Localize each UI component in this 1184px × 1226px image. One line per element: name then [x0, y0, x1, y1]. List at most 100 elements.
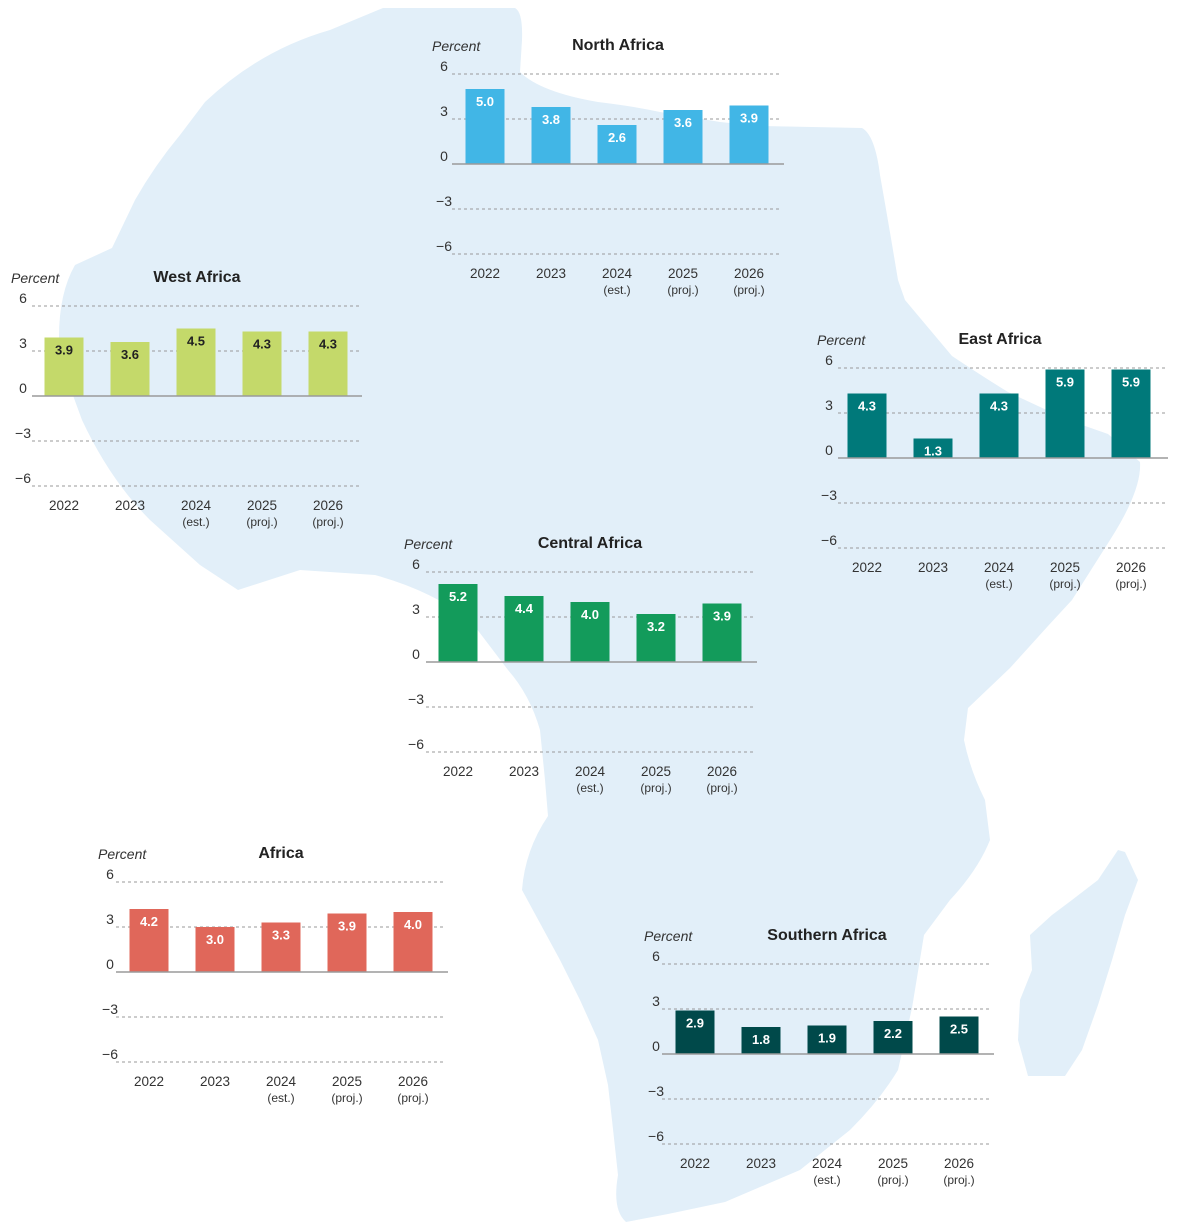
x-tick-note: (est.) [813, 1173, 840, 1187]
data-label: 3.6 [674, 115, 692, 130]
x-tick-label: 2023 [918, 560, 948, 575]
y-tick-label: −6 [821, 532, 837, 548]
bar-2023 [110, 342, 150, 396]
y-tick-label: 6 [825, 352, 833, 368]
data-label: 2.2 [884, 1026, 902, 1041]
data-label: 4.0 [581, 607, 599, 622]
data-label: 5.0 [476, 94, 494, 109]
y-tick-label: 6 [19, 290, 27, 306]
bar-2023 [913, 438, 953, 458]
data-label: 5.9 [1056, 375, 1074, 390]
y-tick-label: −3 [408, 691, 424, 707]
y-tick-label: −3 [15, 425, 31, 441]
x-tick-label: 2022 [470, 266, 500, 281]
bar-2022 [465, 89, 505, 164]
x-tick-label: 2023 [200, 1074, 230, 1089]
x-tick-note: (proj.) [733, 283, 764, 297]
x-tick-note: (proj.) [312, 515, 343, 529]
madagascar-shape [1018, 850, 1138, 1076]
x-tick-note: (proj.) [1049, 577, 1080, 591]
data-label: 2.5 [950, 1022, 968, 1037]
data-label: 1.8 [752, 1032, 770, 1047]
x-tick-note: (est.) [267, 1091, 294, 1105]
y-tick-label: −6 [102, 1046, 118, 1062]
x-tick-note: (proj.) [943, 1173, 974, 1187]
data-label: 4.5 [187, 334, 205, 349]
bar-2025 [327, 913, 367, 972]
data-label: 4.2 [140, 914, 158, 929]
x-tick-label: 2024 [266, 1074, 297, 1089]
y-tick-label: −3 [436, 193, 452, 209]
y-tick-label: 3 [652, 993, 660, 1009]
data-label: 3.6 [121, 347, 139, 362]
chart-title: West Africa [153, 269, 240, 286]
bar-2025 [242, 331, 282, 396]
data-label: 2.6 [608, 130, 626, 145]
y-tick-label: 0 [652, 1038, 660, 1054]
y-tick-label: 0 [19, 380, 27, 396]
chart-panel-southern-africa: Southern Africa Percent 6 3 0 −3 −6 2.9 2022 1.8 2… [644, 927, 994, 1187]
y-axis-unit-label: Percent [404, 536, 453, 552]
bar-2025 [636, 614, 676, 662]
y-tick-label: −6 [15, 470, 31, 486]
x-tick-label: 2022 [443, 764, 473, 779]
bar-2023 [531, 107, 571, 164]
x-tick-label: 2026 [944, 1156, 974, 1171]
x-tick-label: 2022 [852, 560, 882, 575]
chart-title: North Africa [572, 37, 664, 54]
x-tick-note: (proj.) [640, 781, 671, 795]
x-tick-label: 2026 [734, 266, 764, 281]
data-label: 3.9 [713, 609, 731, 624]
bar-2023 [504, 596, 544, 662]
x-tick-note: (est.) [603, 283, 630, 297]
data-label: 4.3 [319, 337, 337, 352]
x-tick-note: (est.) [985, 577, 1012, 591]
y-axis-unit-label: Percent [11, 270, 60, 286]
y-tick-label: 0 [825, 442, 833, 458]
x-tick-note: (est.) [182, 515, 209, 529]
data-label: 2.9 [686, 1016, 704, 1031]
x-tick-note: (proj.) [667, 283, 698, 297]
x-tick-note: (est.) [576, 781, 603, 795]
chart-panel-west-africa: West Africa Percent 6 3 0 −3 −6 3.9 2022 3.6 2023 4… [11, 269, 362, 529]
data-label: 3.2 [647, 619, 665, 634]
x-tick-label: 2022 [49, 498, 79, 513]
y-tick-label: −6 [648, 1128, 664, 1144]
data-label: 4.4 [515, 601, 534, 616]
data-label: 3.9 [55, 343, 73, 358]
bar-2024 [261, 922, 301, 972]
bar-2023 [741, 1027, 781, 1054]
y-tick-label: 3 [825, 397, 833, 413]
bar-2022 [847, 393, 887, 458]
x-tick-label: 2024 [602, 266, 633, 281]
data-label: 3.9 [338, 919, 356, 934]
x-tick-label: 2025 [247, 498, 277, 513]
y-tick-label: 6 [106, 866, 114, 882]
data-label: 3.9 [740, 111, 758, 126]
bar-2026 [308, 331, 348, 396]
data-label: 1.3 [924, 444, 942, 459]
chart-panel-east-africa: East Africa Percent 6 3 0 −3 −6 4.3 2022 1.3 2023 4… [817, 331, 1168, 591]
x-tick-label: 2025 [332, 1074, 362, 1089]
chart-panel-africa: Africa Percent 6 3 0 −3 −6 4.2 2022 3.0 2023 3.3 202… [98, 845, 448, 1105]
x-tick-note: (proj.) [1115, 577, 1146, 591]
x-tick-label: 2024 [984, 560, 1015, 575]
y-tick-label: 0 [412, 646, 420, 662]
chart-title: East Africa [959, 331, 1042, 348]
chart-title: Central Africa [538, 535, 642, 552]
x-tick-label: 2024 [181, 498, 212, 513]
bar-2026 [1111, 369, 1151, 458]
x-tick-label: 2023 [536, 266, 566, 281]
bar-2024 [597, 125, 637, 164]
bar-2024 [979, 393, 1019, 458]
bar-2022 [675, 1010, 715, 1054]
x-tick-label: 2023 [115, 498, 145, 513]
x-tick-label: 2025 [878, 1156, 908, 1171]
y-axis-unit-label: Percent [817, 332, 866, 348]
bar-2024 [570, 602, 610, 662]
x-tick-label: 2026 [1116, 560, 1146, 575]
x-tick-note: (proj.) [877, 1173, 908, 1187]
y-tick-label: 6 [412, 556, 420, 572]
bar-2023 [195, 927, 235, 972]
